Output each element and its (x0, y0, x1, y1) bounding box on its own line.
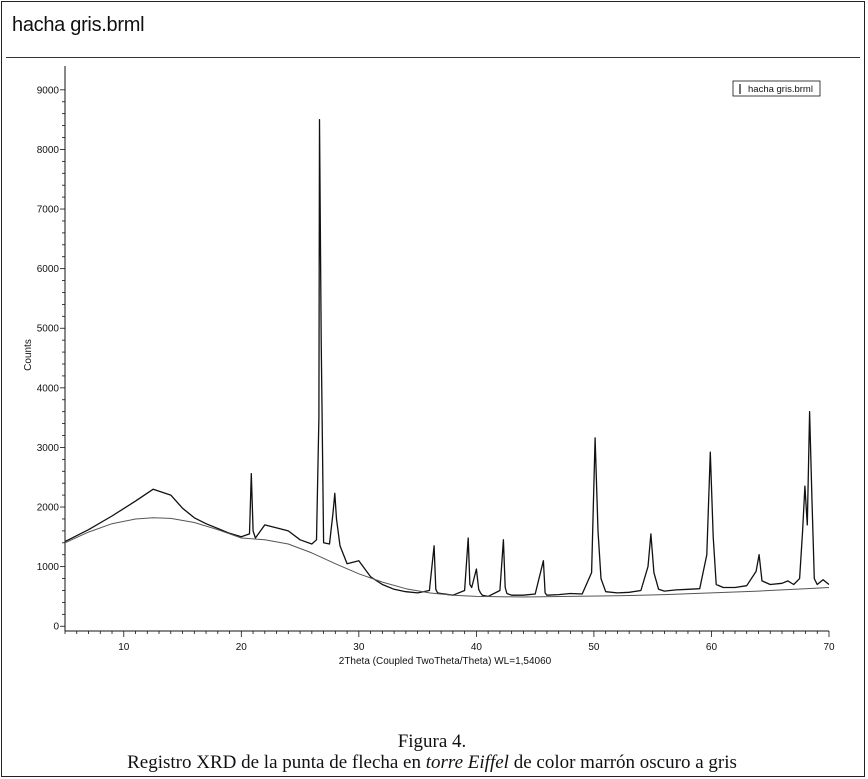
x-tick-label: 50 (588, 642, 600, 653)
y-tick-label: 2000 (37, 503, 60, 514)
x-axis: 10 20 30 40 50 60 70 (64, 631, 835, 653)
figure-caption: Registro XRD de la punta de flecha en to… (0, 752, 864, 774)
x-tick-label: 70 (823, 642, 835, 653)
y-axis: 0 1000 2000 3000 4000 5000 6000 7000 8000 9000 (37, 85, 65, 633)
y-tick-label: 9000 (37, 85, 60, 96)
legend-entry: hacha gris.brml (748, 84, 813, 95)
x-tick-label: 10 (118, 642, 130, 653)
x-tick-label: 30 (353, 642, 365, 653)
y-tick-label: 8000 (37, 145, 60, 156)
x-tick-label: 20 (236, 642, 248, 653)
x-axis-label: 2Theta (Coupled TwoTheta/Theta) WL=1,540… (339, 656, 552, 667)
caption-text-before: Registro XRD de la punta de flecha en (127, 752, 426, 773)
y-tick-label: 7000 (37, 205, 60, 216)
x-tick-label: 40 (471, 642, 483, 653)
x-tick-label: 60 (706, 642, 718, 653)
y-axis-label: Counts (23, 339, 34, 371)
legend-box (732, 80, 821, 97)
series-layer (64, 118, 830, 598)
y-tick-label: 1000 (37, 562, 60, 573)
y-tick-label: 6000 (37, 264, 60, 275)
plot-area (64, 66, 829, 632)
figure-label: Figura 4. (397, 731, 467, 752)
y-tick-label: 4000 (37, 383, 60, 394)
y-tick-label: 0 (53, 622, 59, 633)
series-line-background (64, 517, 830, 598)
y-tick-label: 3000 (37, 443, 60, 454)
series-line-diffractogram (64, 118, 830, 598)
panel-title: hacha gris.brml (12, 14, 145, 36)
legend: hacha gris.brml (732, 80, 821, 97)
y-tick-label: 5000 (37, 324, 60, 335)
caption-text-italic: torre Eiffel (425, 752, 509, 773)
title-divider (6, 57, 860, 58)
caption-text-after: de color marrón oscuro a gris (508, 752, 737, 773)
